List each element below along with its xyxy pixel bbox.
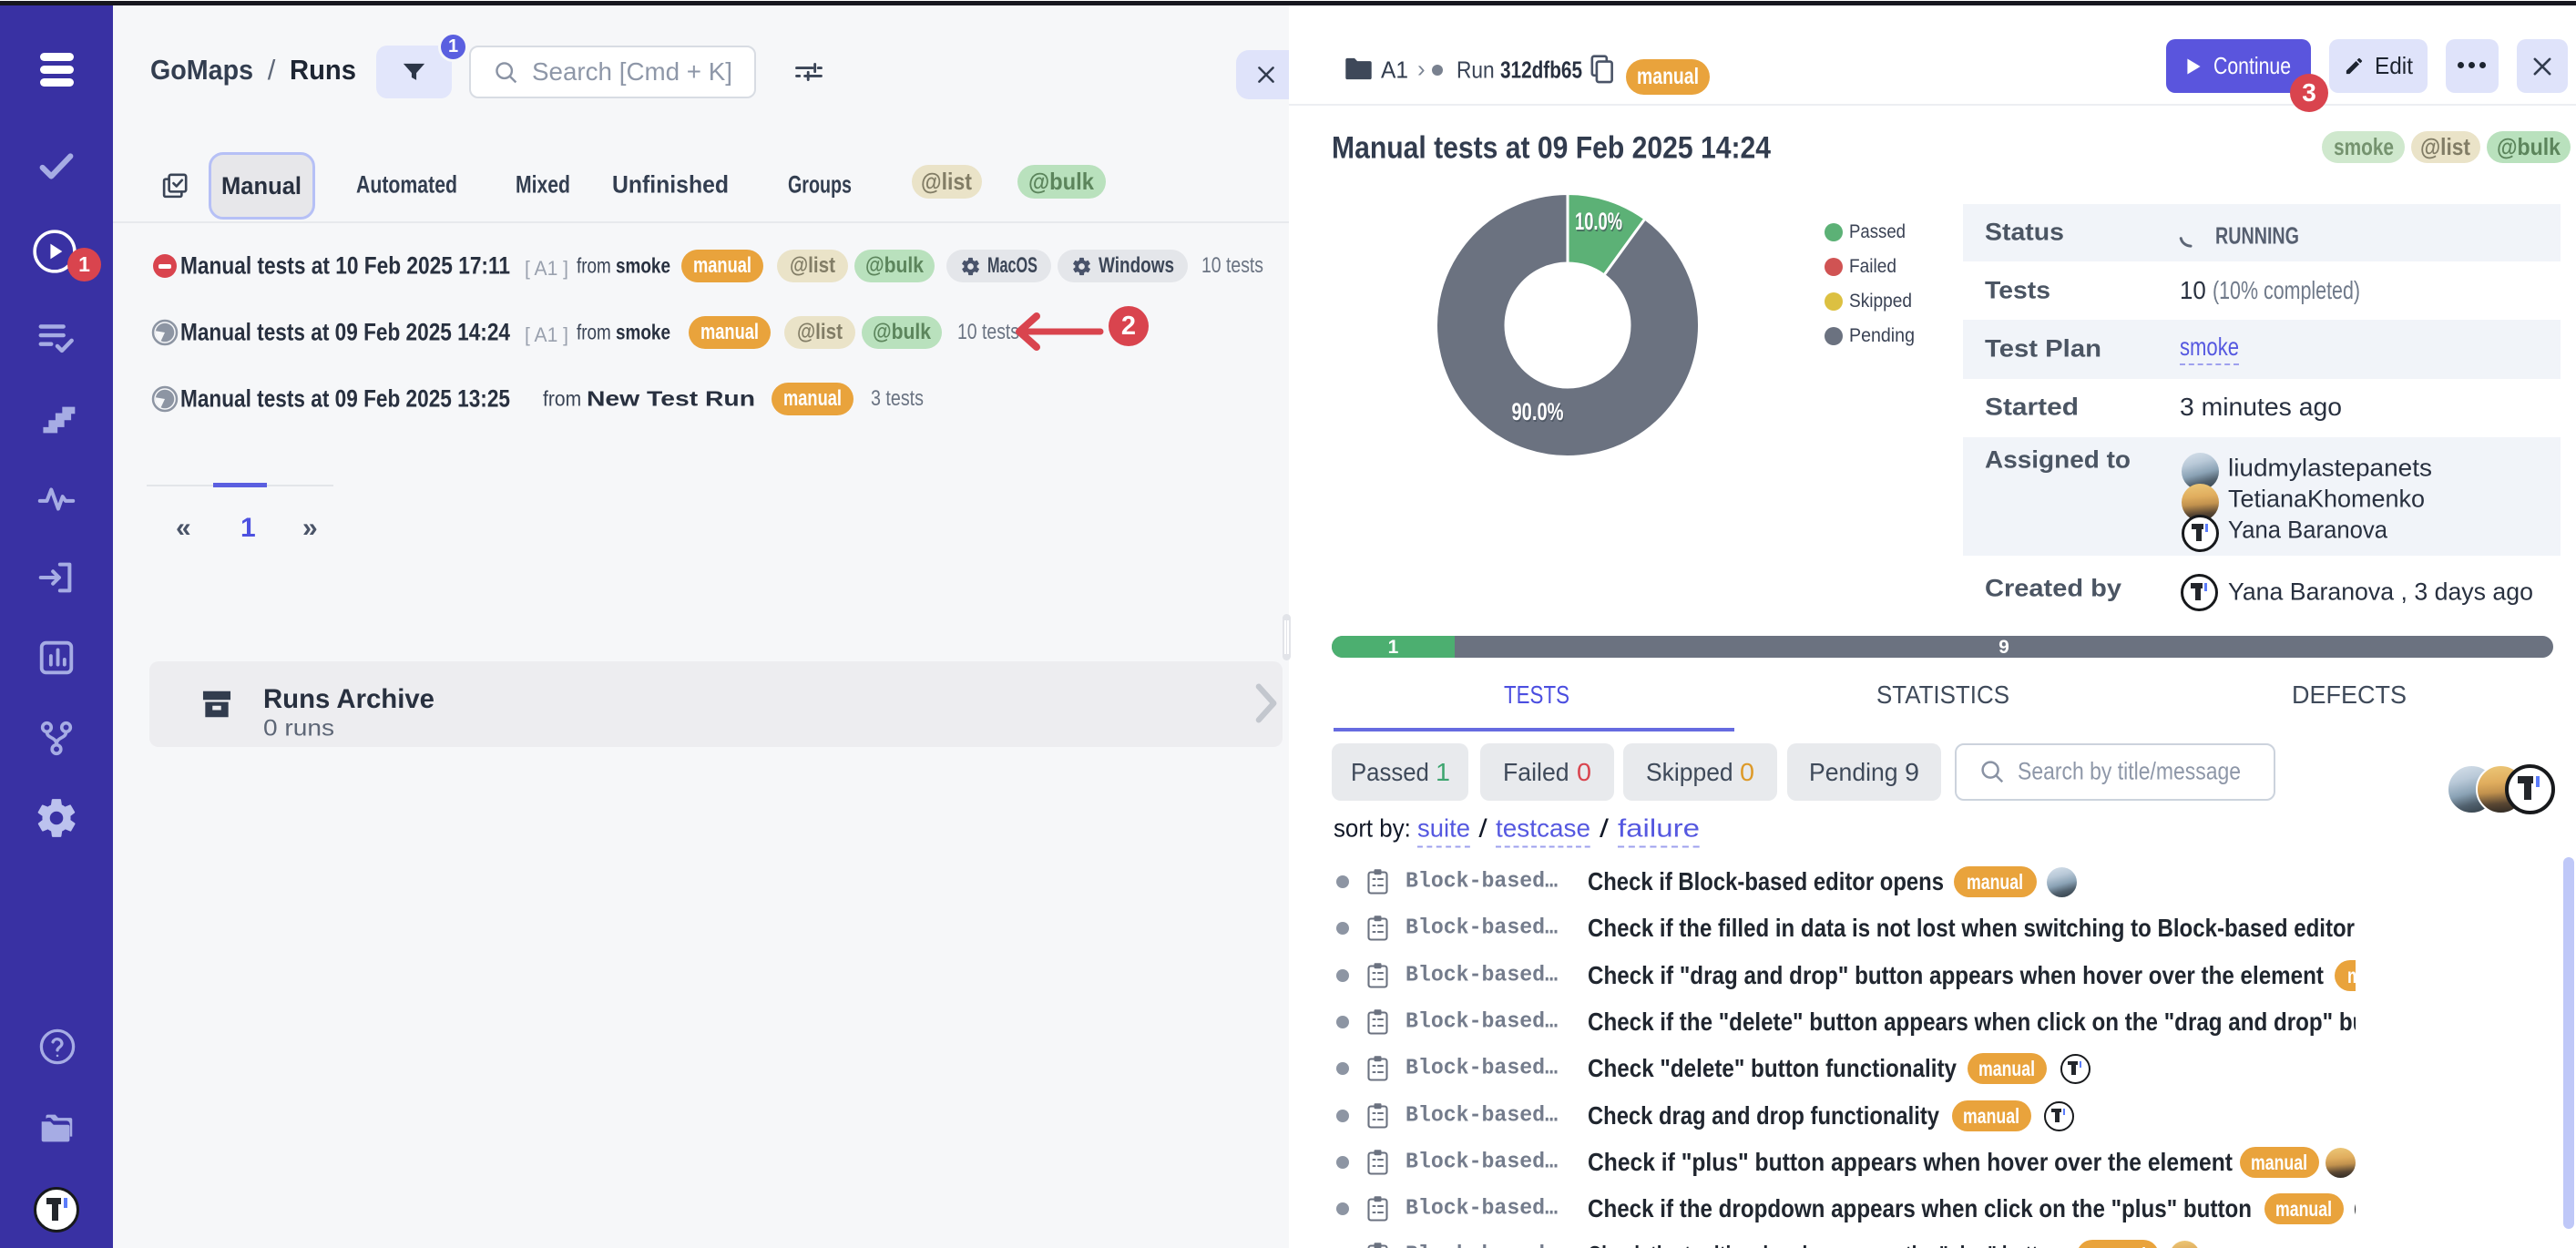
svg-text:10.0%: 10.0% xyxy=(1576,210,1623,237)
svg-text:10.0%: 10.0% xyxy=(1575,208,1622,235)
svg-text:90.0%: 90.0% xyxy=(1513,400,1565,427)
svg-text:90.0%: 90.0% xyxy=(1512,398,1564,425)
